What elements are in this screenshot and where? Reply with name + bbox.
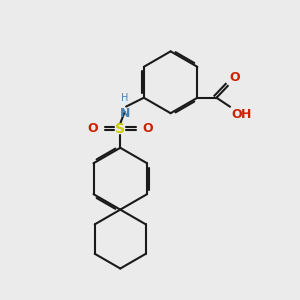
Text: H: H xyxy=(241,108,251,121)
Text: O: O xyxy=(142,122,153,135)
Text: S: S xyxy=(115,122,125,136)
Text: O: O xyxy=(88,122,98,135)
Text: O: O xyxy=(229,71,240,85)
Text: H: H xyxy=(121,93,128,103)
Text: O: O xyxy=(231,108,242,121)
Text: N: N xyxy=(119,107,130,120)
